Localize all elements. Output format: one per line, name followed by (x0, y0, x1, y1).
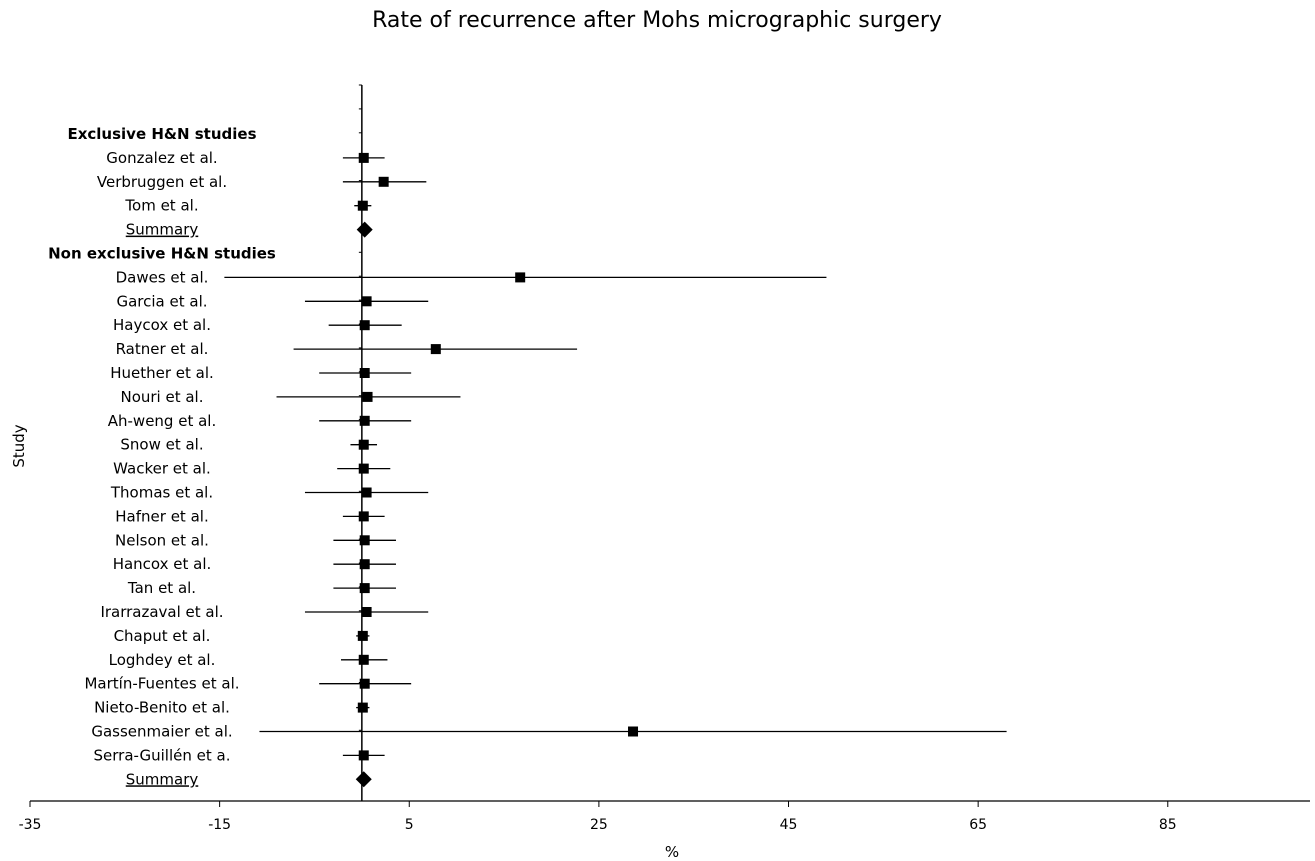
study-label: Irarrazaval et al. (100, 603, 223, 621)
point-estimate-marker (359, 415, 370, 426)
study-label: Hancox et al. (113, 555, 212, 573)
study-row: Hancox et al. (113, 555, 396, 573)
study-label: Nieto-Benito et al. (94, 699, 230, 717)
x-tick-label: 45 (780, 817, 798, 833)
study-label: Gassenmaier et al. (91, 723, 232, 741)
study-label: Haycox et al. (113, 316, 211, 334)
study-label: Ah-weng et al. (108, 412, 216, 430)
point-estimate-marker (358, 750, 369, 761)
point-estimate-marker (357, 200, 368, 211)
point-estimate-marker (515, 272, 526, 283)
x-tick-label: -15 (208, 817, 231, 833)
study-row: Serra-Guillén et a. (94, 746, 385, 764)
study-row: Chaput et al. (114, 627, 370, 645)
axes: -35 -15 5 25 45 65 85 (19, 84, 1310, 833)
study-label: Serra-Guillén et a. (94, 746, 231, 764)
x-tick-label: 5 (405, 817, 414, 833)
study-row: Dawes et al. (116, 268, 827, 286)
point-estimate-marker (359, 559, 370, 570)
chart-title: Rate of recurrence after Mohs micrograph… (372, 8, 942, 33)
summary-diamond (355, 771, 372, 788)
x-tick-label: 85 (1159, 817, 1177, 833)
study-label: Snow et al. (120, 436, 203, 454)
study-row: Wacker et al. (113, 460, 391, 478)
study-row: Haycox et al. (113, 316, 402, 334)
point-estimate-marker (362, 391, 373, 402)
study-label: Nouri et al. (120, 388, 203, 406)
study-label: Gonzalez et al. (106, 149, 217, 167)
summary-label: Summary (126, 770, 199, 788)
point-estimate-marker (378, 176, 389, 187)
study-row: Snow et al. (120, 436, 378, 454)
point-estimate-marker (361, 296, 372, 307)
study-row: Thomas et al. (110, 484, 429, 502)
study-row: Gonzalez et al. (106, 149, 385, 167)
study-label: Verbruggen et al. (97, 173, 227, 191)
study-label: Chaput et al. (114, 627, 211, 645)
point-estimate-marker (358, 152, 369, 163)
point-estimate-marker (357, 630, 368, 641)
point-estimate-marker (628, 726, 639, 737)
study-label: Loghdey et al. (109, 651, 216, 669)
point-estimate-marker (430, 344, 441, 355)
study-row: Garcia et al. (116, 292, 429, 310)
study-label: Dawes et al. (116, 268, 209, 286)
study-row: Tan et al. (127, 579, 396, 597)
point-estimate-marker (359, 535, 370, 546)
study-row: Hafner et al. (115, 507, 385, 525)
group-header-row: Exclusive H&N studies (67, 125, 256, 143)
point-estimate-marker (361, 487, 372, 498)
study-row: Loghdey et al. (109, 651, 388, 669)
group-header-label: Exclusive H&N studies (67, 125, 256, 143)
x-tick-label: 25 (590, 817, 608, 833)
x-tick-label: -35 (19, 817, 42, 833)
study-row: Irarrazaval et al. (100, 603, 429, 621)
study-row: Huether et al. (110, 364, 412, 382)
group-header-label: Non exclusive H&N studies (48, 245, 276, 263)
point-estimate-marker (358, 439, 369, 450)
point-estimate-marker (359, 368, 370, 378)
study-label: Nelson et al. (115, 531, 209, 549)
group-header-row: Non exclusive H&N studies (48, 245, 276, 263)
study-label: Hafner et al. (115, 507, 208, 525)
point-estimate-marker (361, 607, 372, 617)
study-row: Verbruggen et al. (97, 173, 427, 191)
study-row: Martín-Fuentes et al. (84, 675, 412, 693)
study-label: Tan et al. (127, 579, 196, 597)
study-label: Garcia et al. (116, 292, 207, 310)
x-tick-label: 65 (969, 817, 987, 833)
study-label: Tom et al. (124, 197, 198, 215)
study-label: Ratner et al. (116, 340, 209, 358)
study-row: Ratner et al. (116, 340, 578, 358)
point-estimate-marker (359, 678, 370, 689)
study-row: Gassenmaier et al. (91, 723, 1007, 741)
point-estimate-marker (358, 511, 369, 522)
study-row: Tom et al. (124, 197, 372, 215)
point-estimate-marker (358, 654, 369, 665)
summary-diamond (356, 221, 373, 238)
study-label: Wacker et al. (113, 460, 211, 478)
study-label: Martín-Fuentes et al. (84, 675, 239, 693)
study-row: Nelson et al. (115, 531, 396, 549)
summary-row: Summary (126, 770, 372, 788)
summary-row: Summary (126, 221, 373, 239)
study-rows: Exclusive H&N studies Gonzalez et al. Verb… (48, 125, 1007, 788)
study-label: Thomas et al. (110, 484, 213, 502)
point-estimate-marker (359, 320, 370, 331)
x-axis-label: % (665, 843, 679, 861)
point-estimate-marker (359, 583, 370, 594)
study-row: Nouri et al. (120, 388, 461, 406)
point-estimate-marker (358, 463, 369, 474)
study-row: Ah-weng et al. (108, 412, 412, 430)
y-axis-label: Study (10, 424, 28, 467)
summary-label: Summary (126, 221, 199, 239)
study-label: Huether et al. (110, 364, 214, 382)
point-estimate-marker (357, 702, 368, 713)
study-row: Nieto-Benito et al. (94, 699, 370, 717)
